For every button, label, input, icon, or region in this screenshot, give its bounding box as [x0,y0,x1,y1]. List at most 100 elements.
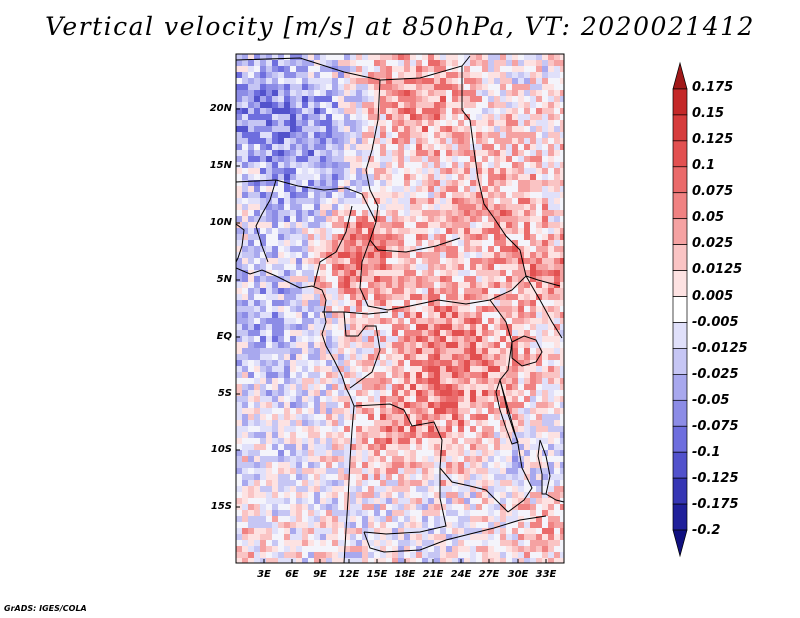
field-cell [542,204,548,210]
field-cell [476,72,482,78]
field-cell [374,96,380,102]
field-cell [476,216,482,222]
field-cell [464,330,470,336]
field-cell [368,336,374,342]
field-cell [512,282,518,288]
field-cell [404,438,410,444]
field-cell [488,366,494,372]
field-cell [278,84,284,90]
field-cell [404,72,410,78]
field-cell [452,456,458,462]
field-cell [320,558,326,563]
field-cell [404,306,410,312]
field-cell [356,528,362,534]
field-cell [482,210,488,216]
field-cell [518,558,524,563]
field-cell [308,132,314,138]
field-cell [410,474,416,480]
field-cell [296,96,302,102]
field-cell [242,516,248,522]
field-cell [308,222,314,228]
field-cell [314,318,320,324]
field-cell [344,114,350,120]
field-cell [296,414,302,420]
field-cell [494,336,500,342]
field-cell [464,558,470,563]
field-cell [404,120,410,126]
field-cell [290,330,296,336]
field-cell [506,492,512,498]
field-cell [344,402,350,408]
field-cell [404,390,410,396]
field-cell [362,294,368,300]
field-cell [524,432,530,438]
field-cell [410,114,416,120]
field-cell [338,192,344,198]
field-cell [476,342,482,348]
field-cell [242,492,248,498]
lat-label: 5S [217,388,232,399]
field-cell [356,474,362,480]
field-cell [386,300,392,306]
colorbar-label: 0.15 [692,106,725,121]
field-cell [266,162,272,168]
field-cell [530,54,536,60]
field-cell [272,126,278,132]
field-cell [284,102,290,108]
field-cell [302,390,308,396]
field-cell [470,402,476,408]
field-cell [536,330,542,336]
field-cell [554,336,560,342]
field-cell [236,204,242,210]
field-cell [494,468,500,474]
field-cell [344,156,350,162]
field-cell [314,372,320,378]
field-cell [314,378,320,384]
field-cell [350,222,356,228]
field-cell [506,324,512,330]
field-cell [512,66,518,72]
field-cell [374,378,380,384]
field-cell [512,90,518,96]
field-cell [398,90,404,96]
field-cell [242,450,248,456]
field-cell [494,138,500,144]
field-cell [374,294,380,300]
field-cell [488,78,494,84]
field-cell [320,288,326,294]
field-cell [326,60,332,66]
field-cell [320,420,326,426]
field-cell [458,342,464,348]
field-cell [476,324,482,330]
field-cell [398,342,404,348]
field-cell [536,150,542,156]
field-cell [470,312,476,318]
field-cell [380,222,386,228]
field-cell [236,462,242,468]
field-cell [386,492,392,498]
colorbar-label: 0.05 [692,210,725,225]
field-cell [326,450,332,456]
field-cell [422,342,428,348]
field-cell [290,306,296,312]
field-cell [374,510,380,516]
field-cell [374,540,380,546]
field-cell [548,234,554,240]
field-cell [374,342,380,348]
border-chad-sudan [365,79,461,253]
field-cell [554,60,560,66]
field-cell [452,330,458,336]
field-cell [266,528,272,534]
field-cell [488,246,494,252]
field-cell [386,114,392,120]
field-cell [236,66,242,72]
field-cell [530,522,536,528]
field-cell [380,198,386,204]
field-cell [266,84,272,90]
field-cell [560,324,564,330]
field-cell [542,330,548,336]
field-cell [500,126,506,132]
field-cell [410,192,416,198]
field-cell [434,516,440,522]
field-cell [356,480,362,486]
